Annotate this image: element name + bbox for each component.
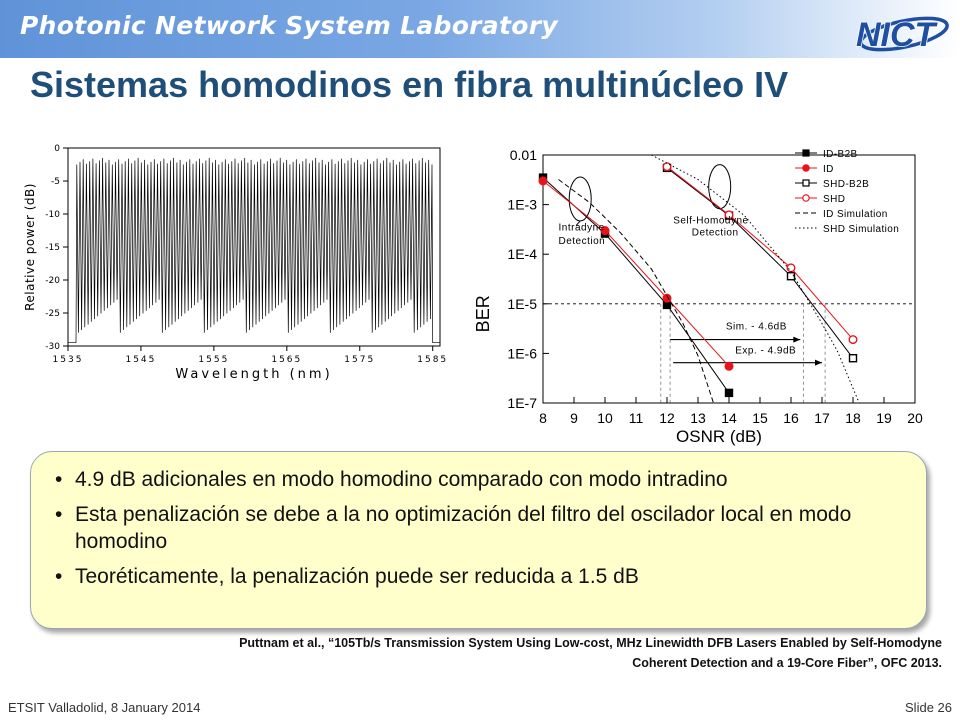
- y-tick-label: 0.01: [510, 147, 537, 163]
- x-tick-label: 19: [876, 410, 892, 426]
- legend-label: ID-B2B: [823, 149, 858, 160]
- x-tick-label: 8: [539, 410, 547, 426]
- arrow-head: [793, 336, 801, 343]
- series-line: [558, 179, 714, 404]
- header-band: [0, 0, 960, 58]
- y-tick-label: -25: [45, 309, 60, 319]
- bullet-box: • 4.9 dB adicionales en modo homodino com…: [30, 451, 927, 629]
- bullet-dot: •: [55, 565, 63, 588]
- y-tick-label: -30: [45, 342, 60, 352]
- bullet-item: • Esta penalización se debe a la no optim…: [49, 501, 909, 555]
- x-tick-label: 20: [907, 410, 923, 426]
- legend-label: SHD Simulation: [823, 224, 899, 235]
- x-tick-label: 14: [721, 410, 737, 426]
- series-line: [651, 154, 860, 404]
- citation-line: Puttnam et al., “105Tb/s Transmission Sy…: [239, 636, 942, 650]
- intradyne-ellipse: [568, 176, 592, 222]
- annotation-label: Detection: [692, 227, 739, 238]
- y-tick-label: 1E-6: [507, 345, 537, 361]
- legend-label: ID: [823, 164, 834, 175]
- bullet-item: • 4.9 dB adicionales en modo homodino com…: [49, 466, 909, 493]
- legend-marker: [802, 164, 810, 172]
- data-point: [600, 226, 610, 236]
- citation: Puttnam et al., “105Tb/s Transmission Sy…: [42, 633, 942, 673]
- x-tick-label: 1575: [344, 355, 375, 365]
- x-tick-label: 1535: [53, 355, 84, 365]
- legend-label: ID Simulation: [823, 209, 888, 220]
- y-tick-label: 1E-4: [507, 246, 537, 262]
- x-tick-label: 11: [629, 410, 644, 426]
- y-tick-label: -10: [45, 210, 60, 220]
- spectrum-chart: 0 -5 -10 -15 -20 -25 -30 1535 1545 1555 1565 1575 15…: [23, 144, 448, 382]
- x-tick-label: 15: [752, 410, 768, 426]
- logo-text: NICT: [856, 16, 939, 54]
- series-line: [666, 166, 854, 340]
- spectrum-trace: [68, 157, 440, 344]
- slide-title: Sistemas homodinos en fibra multinúcleo …: [30, 64, 789, 105]
- data-point: [724, 388, 734, 398]
- x-tick-label: 1565: [271, 355, 302, 365]
- annotation-label: Detection: [559, 236, 606, 247]
- data-point: [786, 263, 796, 273]
- x-tick-label: 10: [597, 410, 613, 426]
- bullet-text: 4.9 dB adicionales en modo homodino comp…: [75, 468, 728, 491]
- x-tick-label: 18: [845, 410, 861, 426]
- series-line: [666, 167, 854, 359]
- bullet-text: Esta penalización se debe a la no optimi…: [75, 503, 852, 553]
- footer-slide-number: Slide 26: [905, 700, 952, 715]
- data-point: [786, 272, 796, 281]
- arrow-head: [815, 359, 822, 366]
- legend-marker: [802, 149, 810, 157]
- data-point: [538, 176, 548, 186]
- data-point: [848, 354, 858, 363]
- legend-label: SHD: [823, 194, 845, 205]
- annotation-label: Exp. - 4.9dB: [735, 345, 796, 356]
- y-tick-label: 1E-7: [507, 395, 537, 411]
- data-point: [724, 361, 734, 371]
- x-tick-label: 13: [690, 410, 706, 426]
- x-tick-label: 16: [783, 410, 799, 426]
- x-tick-label: 1555: [198, 355, 229, 365]
- bullet-list: • 4.9 dB adicionales en modo homodino com…: [49, 466, 909, 598]
- lab-name: Photonic Network System Laboratory: [20, 11, 558, 40]
- x-tick-label: 1545: [125, 355, 156, 365]
- bullet-text: Teoréticamente, la penalización puede se…: [75, 565, 639, 588]
- data-point: [724, 210, 734, 220]
- y-tick-label: -15: [45, 243, 60, 253]
- legend-label: SHD-B2B: [823, 179, 869, 190]
- citation-line: Coherent Detection and a 19-Core Fiber”,…: [632, 656, 942, 670]
- connector-line: [575, 220, 581, 226]
- annotation-label: Self-Homodyne: [673, 215, 748, 226]
- series-line: [542, 180, 730, 367]
- x-axis-label: OSNR (dB): [676, 427, 762, 446]
- x-tick-label: 9: [570, 410, 578, 426]
- ber-chart: 0.01 1E-3 1E-4 1E-5 1E-6 1E-78 9 10 11 12 13 14 15 16…: [473, 147, 923, 446]
- legend-marker: [802, 179, 810, 187]
- y-tick-label: -20: [45, 276, 60, 286]
- x-tick-label: 1585: [417, 355, 448, 365]
- y-tick-label: -5: [51, 177, 60, 187]
- annotation-label: Intradyne: [559, 223, 605, 234]
- data-point: [662, 293, 672, 303]
- y-tick-label: 0: [54, 144, 60, 154]
- legend-marker: [802, 194, 810, 202]
- bullet-dot: •: [55, 468, 63, 491]
- nict-logo: NICT: [855, 15, 949, 55]
- y-axis-label: Relative power (dB): [23, 183, 37, 311]
- footer-venue: ETSIT Valladolid, 8 January 2014: [8, 700, 201, 715]
- y-tick-label: 1E-5: [507, 296, 537, 312]
- x-axis-label: Wavelength (nm): [175, 367, 332, 382]
- y-tick-label: 1E-3: [507, 197, 537, 213]
- y-axis-label: BER: [473, 295, 493, 332]
- annotation-label: Sim. - 4.6dB: [726, 322, 787, 333]
- data-point: [848, 335, 858, 345]
- bullet-item: • Teoréticamente, la penalización puede s…: [49, 563, 909, 590]
- bullet-dot: •: [55, 503, 63, 526]
- x-tick-label: 17: [814, 410, 830, 426]
- x-tick-label: 12: [659, 410, 675, 426]
